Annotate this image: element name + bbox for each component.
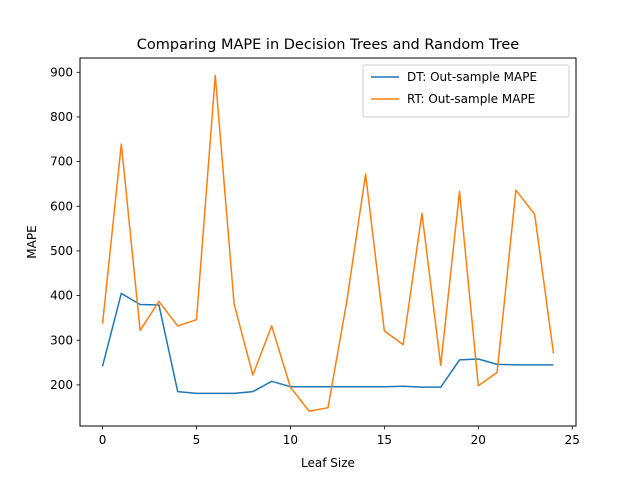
legend-label: DT: Out-sample MAPE: [407, 70, 537, 84]
chart-title: Comparing MAPE in Decision Trees and Ran…: [137, 37, 520, 53]
y-tick-label: 600: [50, 199, 73, 213]
y-tick-label: 300: [50, 333, 73, 347]
x-axis-label: Leaf Size: [301, 456, 355, 470]
legend: DT: Out-sample MAPE RT: Out-sample MAPE: [362, 64, 570, 118]
y-tick-label: 200: [50, 378, 73, 392]
x-tick-label: 0: [99, 433, 107, 447]
x-tick-label: 10: [283, 433, 298, 447]
x-tick-label: 20: [471, 433, 486, 447]
legend-label: RT: Out-sample MAPE: [407, 92, 535, 106]
y-tick-label: 400: [50, 289, 73, 303]
x-axis: 0 5 10 15 20 25: [99, 426, 580, 447]
series-line-rt: [101, 74, 555, 413]
y-axis-label: MAPE: [25, 225, 39, 258]
y-tick-label: 700: [50, 155, 73, 169]
series-layer: [101, 74, 555, 413]
y-tick-label: 500: [50, 244, 73, 258]
series-line-dt: [101, 292, 554, 395]
y-axis: 200 300 400 500 600 700 800 900: [50, 65, 80, 392]
y-tick-label: 800: [50, 110, 73, 124]
plot-frame: [79, 57, 577, 427]
x-tick-label: 25: [565, 433, 580, 447]
legend-box: [362, 64, 570, 118]
y-tick-label: 900: [50, 65, 73, 79]
x-tick-label: 15: [377, 433, 392, 447]
x-tick-label: 5: [193, 433, 201, 447]
